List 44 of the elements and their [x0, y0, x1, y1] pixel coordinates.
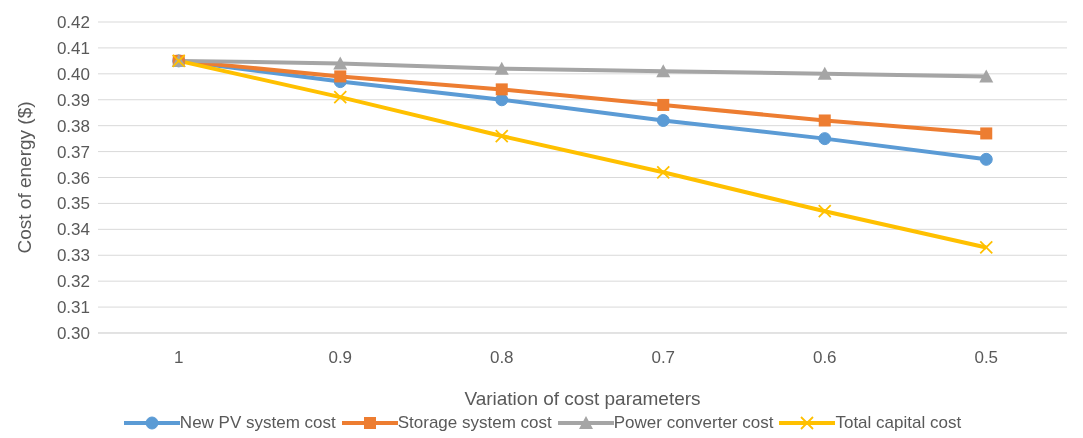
- point: [818, 132, 832, 146]
- point: [495, 93, 509, 107]
- y-tick-label: 0.37: [56, 142, 90, 162]
- point: [979, 69, 994, 83]
- point: [979, 240, 994, 255]
- x-tick-label: 0.9: [328, 348, 353, 368]
- point: [495, 83, 508, 96]
- point: [494, 129, 509, 143]
- point: [657, 98, 670, 111]
- y-tick-label: 0.32: [56, 272, 90, 292]
- y-tick-label: 0.34: [56, 220, 90, 240]
- point: [980, 127, 993, 140]
- legend-label: Storage system cost: [397, 413, 552, 433]
- point: [333, 90, 348, 105]
- x-tick-label: 1: [174, 348, 184, 368]
- y-tick-label: 0.30: [56, 324, 90, 344]
- legend-label: Power converter cost: [613, 413, 774, 433]
- x-tick-label: 0.5: [974, 348, 999, 368]
- point: [656, 165, 671, 180]
- point: [817, 204, 832, 219]
- legend-label: New PV system cost: [179, 413, 336, 433]
- y-tick-label: 0.35: [56, 194, 90, 214]
- x-tick-label: 0.8: [489, 348, 514, 368]
- point: [656, 64, 671, 78]
- point: [818, 114, 831, 127]
- legend-label: Total capital cost: [835, 413, 962, 433]
- y-tick-label: 0.31: [56, 298, 90, 318]
- point: [333, 56, 348, 70]
- y-tick-label: 0.38: [56, 116, 90, 136]
- y-axis-title: Cost of energy ($): [13, 101, 35, 254]
- y-tick-label: 0.33: [56, 246, 90, 266]
- point: [334, 70, 347, 83]
- point: [817, 66, 832, 80]
- y-tick-label: 0.42: [56, 13, 90, 33]
- point: [979, 152, 993, 166]
- point: [656, 113, 670, 127]
- x-axis-title: Variation of cost parameters: [464, 388, 701, 409]
- y-tick-label: 0.41: [56, 38, 90, 58]
- x-tick-label: 0.7: [651, 348, 676, 368]
- point: [494, 61, 509, 75]
- y-tick-label: 0.36: [56, 168, 90, 188]
- y-tick-label: 0.40: [56, 64, 90, 84]
- y-tick-label: 0.39: [56, 90, 90, 110]
- x-tick-label: 0.6: [812, 348, 837, 368]
